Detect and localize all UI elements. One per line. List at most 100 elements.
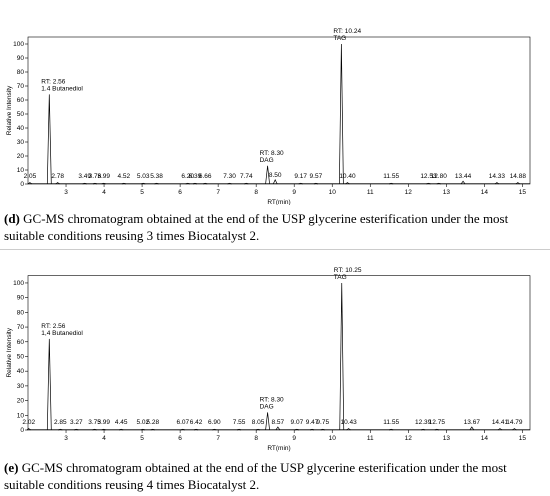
y-tick-label: 30	[17, 139, 25, 146]
x-tick-label: 12	[405, 435, 413, 442]
peak	[26, 428, 31, 431]
caption-text: GC-MS chromatogram obtained at the end o…	[4, 460, 507, 492]
peak-label: 9.75	[316, 419, 329, 426]
peak	[345, 182, 350, 185]
peak-name: 1,4 Butanediol	[41, 330, 83, 337]
peak	[193, 428, 199, 431]
x-tick-label: 5	[140, 435, 144, 442]
peak	[92, 182, 98, 185]
y-tick-label: 90	[17, 55, 25, 62]
x-axis-label: RT(min)	[267, 199, 290, 205]
y-tick-label: 20	[17, 153, 25, 160]
peak-label: 5.02	[137, 419, 150, 426]
peak-label: 6.90	[208, 419, 221, 426]
x-tick-label: 4	[102, 189, 106, 196]
peak	[320, 428, 325, 431]
peak	[313, 182, 319, 185]
x-tick-label: 6	[178, 435, 182, 442]
x-tick-label: 4	[102, 435, 106, 442]
peak-label: 9.47	[306, 419, 319, 426]
peak-name: 1.4 Butanediol	[41, 85, 83, 92]
peak-label: 8.50	[269, 172, 282, 179]
x-tick-label: 9	[292, 435, 296, 442]
peak	[421, 428, 426, 431]
peak-label: 7.30	[223, 173, 236, 180]
x-tick-label: 6	[178, 189, 182, 196]
peak-label: RT: 8.30	[260, 396, 284, 403]
y-tick-label: 90	[17, 295, 25, 302]
peak	[212, 428, 217, 431]
y-tick-label: 80	[17, 69, 25, 76]
peak	[27, 182, 33, 185]
peak-label: 2.78	[51, 173, 64, 180]
caption-label: (e)	[4, 460, 19, 475]
peak-label: 6.42	[190, 419, 203, 426]
peak	[46, 94, 52, 185]
peak	[74, 428, 79, 431]
peak	[515, 182, 521, 185]
separator	[0, 249, 550, 250]
peak-label: 9.57	[310, 173, 323, 180]
peak	[426, 182, 431, 185]
caption: (e) GC-MS chromatogram obtained at the e…	[4, 459, 546, 493]
peak	[298, 182, 303, 185]
peak	[101, 428, 106, 431]
peak-label: 7.55	[233, 419, 246, 426]
peak	[154, 182, 159, 185]
y-tick-label: 60	[17, 339, 25, 346]
x-axis-label: RT(min)	[267, 445, 290, 452]
x-tick-label: 9	[292, 189, 296, 196]
peak-name: TAG	[334, 274, 347, 281]
y-tick-label: 80	[17, 309, 25, 316]
peak	[58, 428, 63, 431]
y-tick-label: 50	[17, 111, 25, 118]
peak	[140, 428, 145, 431]
peak	[150, 428, 155, 431]
peak-label: 14.88	[510, 173, 527, 180]
peak-label: RT: 2.56	[41, 323, 65, 330]
y-tick-label: 0	[20, 427, 24, 434]
y-axis-label: Relative Intensity	[6, 327, 13, 377]
peak-label: 12.75	[429, 419, 446, 426]
y-tick-label: 100	[13, 280, 24, 287]
peak	[101, 182, 106, 185]
x-tick-label: 7	[216, 189, 220, 196]
peak-name: TAG	[333, 35, 346, 42]
peak-label: 3.75	[88, 419, 101, 426]
peak	[309, 428, 315, 431]
x-tick-label: 14	[481, 435, 489, 442]
peak-label: 5.38	[150, 173, 163, 180]
x-tick-label: 10	[329, 189, 337, 196]
peak	[192, 182, 198, 185]
peak-name: DAG	[260, 403, 274, 410]
x-tick-label: 5	[140, 189, 144, 196]
peak	[92, 428, 97, 431]
peak	[494, 182, 500, 185]
caption-text: GC-MS chromatogram obtained at the end o…	[4, 211, 509, 243]
y-axis-label: Relative Intensity	[6, 85, 13, 135]
y-tick-label: 50	[17, 353, 25, 360]
peak	[55, 182, 60, 185]
peak-label: 10.40	[339, 173, 356, 180]
x-tick-label: 13	[443, 435, 451, 442]
x-tick-label: 8	[254, 435, 258, 442]
peak	[389, 182, 394, 185]
peak	[119, 428, 124, 431]
peak-label: 11.55	[383, 173, 399, 180]
caption: (d) GC-MS chromatogram obtained at the e…	[4, 210, 546, 244]
peak	[227, 182, 232, 185]
peak-label: 6.20	[181, 173, 194, 180]
peak-label: 8.57	[272, 419, 285, 426]
peak-label: 9.07	[291, 419, 304, 426]
peak-label: 6.66	[199, 173, 212, 180]
peak	[339, 43, 344, 185]
y-tick-label: 40	[17, 368, 25, 375]
peak	[460, 180, 466, 185]
y-tick-label: 20	[17, 398, 25, 405]
peak-label: 3.99	[97, 173, 110, 180]
peak	[82, 182, 87, 185]
peak	[185, 182, 190, 185]
peak-label: 14.79	[506, 419, 523, 426]
chart: 0 10 20 30 40 50 60 70 80 90 100 3 4 5 6 7 8 9 10 11 12 13 14 1…	[6, 28, 531, 205]
peak-label: 12.39	[415, 419, 432, 426]
